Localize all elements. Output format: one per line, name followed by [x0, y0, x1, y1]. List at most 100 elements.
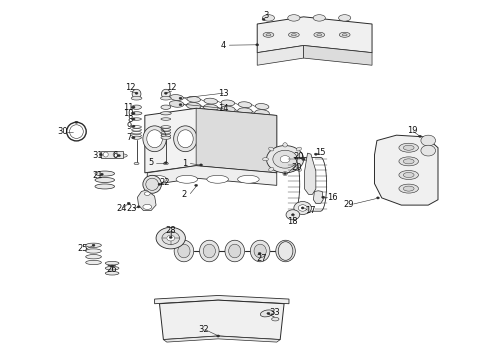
Circle shape	[164, 92, 167, 94]
Ellipse shape	[163, 162, 168, 165]
Ellipse shape	[131, 112, 142, 115]
Circle shape	[298, 205, 307, 211]
Ellipse shape	[269, 147, 274, 151]
Circle shape	[164, 162, 167, 164]
Polygon shape	[159, 300, 284, 339]
Ellipse shape	[403, 145, 414, 150]
Circle shape	[127, 202, 130, 204]
Text: 32: 32	[198, 325, 209, 334]
Ellipse shape	[204, 126, 228, 152]
Ellipse shape	[145, 192, 150, 195]
Text: 1: 1	[182, 159, 187, 168]
Ellipse shape	[314, 32, 325, 37]
Ellipse shape	[399, 143, 418, 152]
Polygon shape	[145, 108, 277, 173]
Ellipse shape	[160, 96, 171, 100]
Circle shape	[118, 154, 121, 157]
Ellipse shape	[160, 112, 171, 115]
Text: 7: 7	[126, 133, 132, 142]
Ellipse shape	[113, 152, 118, 157]
Text: 15: 15	[316, 148, 326, 157]
Circle shape	[292, 214, 294, 216]
Ellipse shape	[220, 106, 235, 113]
Polygon shape	[257, 17, 372, 53]
Text: 18: 18	[288, 217, 298, 226]
Ellipse shape	[339, 32, 350, 37]
Ellipse shape	[161, 89, 170, 99]
Ellipse shape	[86, 243, 101, 247]
Polygon shape	[374, 135, 438, 205]
Text: 16: 16	[327, 193, 337, 202]
Text: 5: 5	[148, 158, 154, 167]
Circle shape	[280, 156, 290, 163]
Text: 23: 23	[126, 204, 137, 213]
Circle shape	[258, 252, 261, 255]
Ellipse shape	[134, 162, 139, 165]
Ellipse shape	[132, 118, 142, 120]
Ellipse shape	[292, 34, 296, 36]
Polygon shape	[196, 108, 277, 173]
Text: 20: 20	[291, 163, 301, 172]
Ellipse shape	[86, 255, 101, 259]
Circle shape	[137, 206, 140, 208]
Ellipse shape	[399, 184, 418, 193]
Text: 3: 3	[263, 11, 269, 20]
Ellipse shape	[208, 130, 224, 148]
Polygon shape	[304, 45, 372, 65]
Ellipse shape	[263, 158, 269, 161]
Ellipse shape	[186, 103, 201, 109]
Text: 27: 27	[257, 254, 268, 263]
Ellipse shape	[105, 271, 119, 275]
Ellipse shape	[266, 34, 271, 36]
Ellipse shape	[146, 178, 159, 190]
Text: 2: 2	[182, 190, 187, 199]
Ellipse shape	[170, 101, 184, 107]
Text: 22: 22	[159, 178, 170, 187]
Ellipse shape	[103, 152, 108, 157]
Circle shape	[217, 335, 220, 337]
Circle shape	[179, 104, 182, 106]
Ellipse shape	[132, 105, 142, 109]
Polygon shape	[138, 190, 156, 211]
Text: 17: 17	[305, 206, 315, 215]
Text: 14: 14	[218, 104, 228, 113]
Ellipse shape	[289, 32, 299, 37]
Ellipse shape	[238, 108, 252, 114]
Circle shape	[421, 135, 436, 146]
Circle shape	[132, 125, 135, 127]
Ellipse shape	[254, 244, 266, 258]
Ellipse shape	[177, 130, 193, 148]
Text: 28: 28	[166, 226, 176, 235]
Text: 8: 8	[127, 114, 132, 123]
Ellipse shape	[296, 167, 301, 171]
Ellipse shape	[262, 15, 274, 21]
Text: 26: 26	[107, 265, 118, 274]
Ellipse shape	[178, 244, 190, 258]
Circle shape	[322, 196, 325, 198]
Ellipse shape	[250, 240, 270, 262]
Ellipse shape	[204, 98, 218, 104]
Ellipse shape	[403, 159, 414, 164]
Circle shape	[256, 44, 259, 46]
Ellipse shape	[283, 143, 287, 147]
Ellipse shape	[95, 177, 115, 183]
Circle shape	[195, 184, 197, 186]
Circle shape	[132, 118, 135, 120]
Ellipse shape	[313, 15, 325, 21]
Circle shape	[302, 158, 305, 160]
Ellipse shape	[95, 184, 115, 189]
Circle shape	[158, 183, 161, 185]
Circle shape	[301, 207, 304, 209]
Ellipse shape	[187, 96, 200, 102]
Ellipse shape	[296, 147, 301, 151]
Ellipse shape	[143, 175, 161, 193]
Ellipse shape	[399, 171, 418, 180]
Circle shape	[267, 145, 304, 173]
Polygon shape	[314, 191, 323, 203]
Polygon shape	[257, 45, 304, 65]
Ellipse shape	[260, 310, 273, 317]
Ellipse shape	[95, 171, 115, 176]
Ellipse shape	[161, 105, 171, 109]
Circle shape	[92, 244, 95, 246]
Ellipse shape	[279, 244, 292, 258]
